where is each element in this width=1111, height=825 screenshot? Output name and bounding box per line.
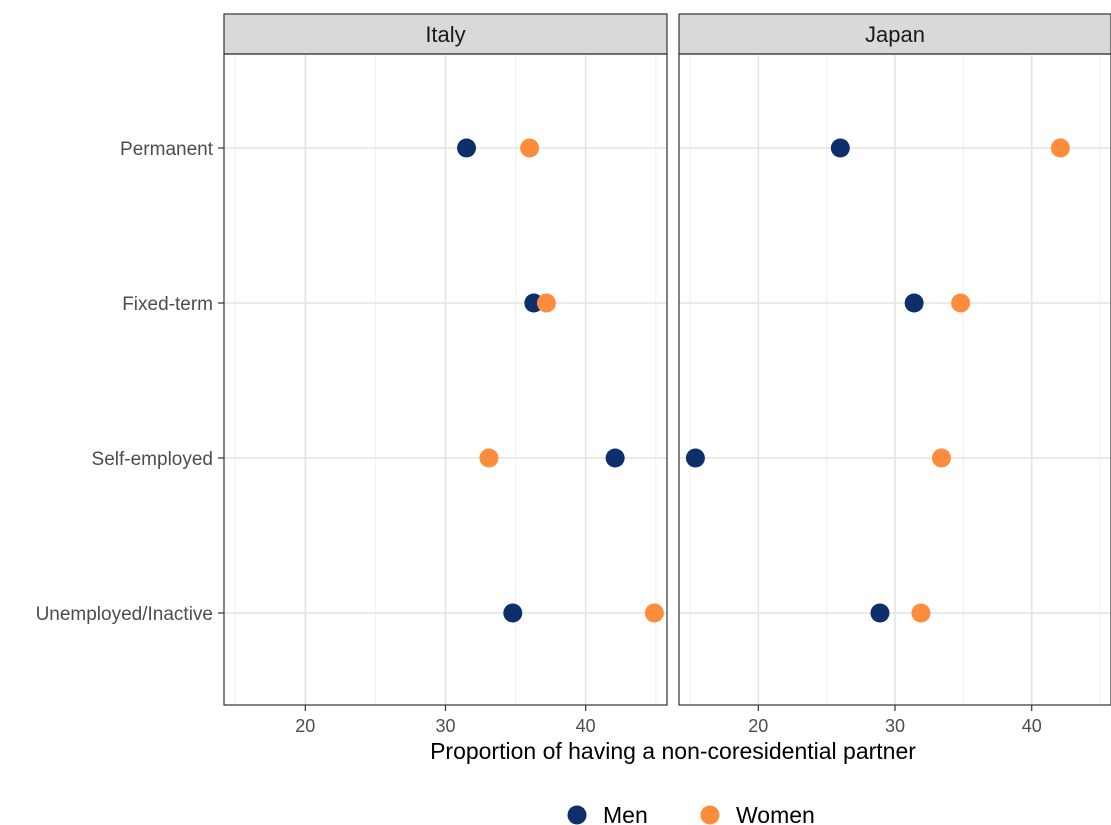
data-point-men	[457, 138, 477, 158]
data-point-men	[904, 293, 924, 313]
facet-strip	[223, 13, 668, 55]
data-point-men	[605, 448, 625, 468]
x-tick-label: 40	[576, 716, 596, 736]
x-tick-label: 20	[748, 716, 768, 736]
data-point-women	[1050, 138, 1070, 158]
y-tick-label: Permanent	[120, 139, 214, 160]
data-point-women	[931, 448, 951, 468]
x-tick-label: 20	[295, 716, 315, 736]
facet-strip-label: Italy	[425, 22, 465, 47]
data-point-men	[870, 603, 890, 623]
data-point-men	[830, 138, 850, 158]
y-tick-label: Self-employed	[92, 449, 213, 470]
data-point-women	[536, 293, 556, 313]
x-axis-title: Proportion of having a non-coresidential…	[430, 738, 916, 764]
legend: Men Women	[567, 802, 815, 825]
data-point-women	[951, 293, 971, 313]
data-point-men	[685, 448, 705, 468]
data-point-men	[503, 603, 523, 623]
y-axis-labels: Permanent Fixed-term Self-employed Unemploy…	[36, 139, 224, 625]
facet-strip	[678, 13, 1111, 55]
legend-label-men: Men	[603, 802, 648, 825]
data-point-women	[520, 138, 540, 158]
y-tick-label: Fixed-term	[122, 294, 213, 315]
panel-japan: Japan 20 30 40	[678, 13, 1111, 736]
legend-label-women: Women	[736, 802, 815, 825]
data-point-women	[911, 603, 931, 623]
facet-strip-label: Japan	[865, 22, 925, 47]
x-tick-label: 30	[435, 716, 455, 736]
y-tick-label: Unemployed/Inactive	[36, 604, 213, 625]
data-point-women	[479, 448, 499, 468]
legend-key-men	[567, 805, 587, 825]
legend-key-women	[700, 805, 720, 825]
x-tick-label: 30	[885, 716, 905, 736]
data-point-women	[644, 603, 664, 623]
panel-italy: Italy 20 30 40	[223, 13, 668, 736]
x-tick-label: 40	[1022, 716, 1042, 736]
